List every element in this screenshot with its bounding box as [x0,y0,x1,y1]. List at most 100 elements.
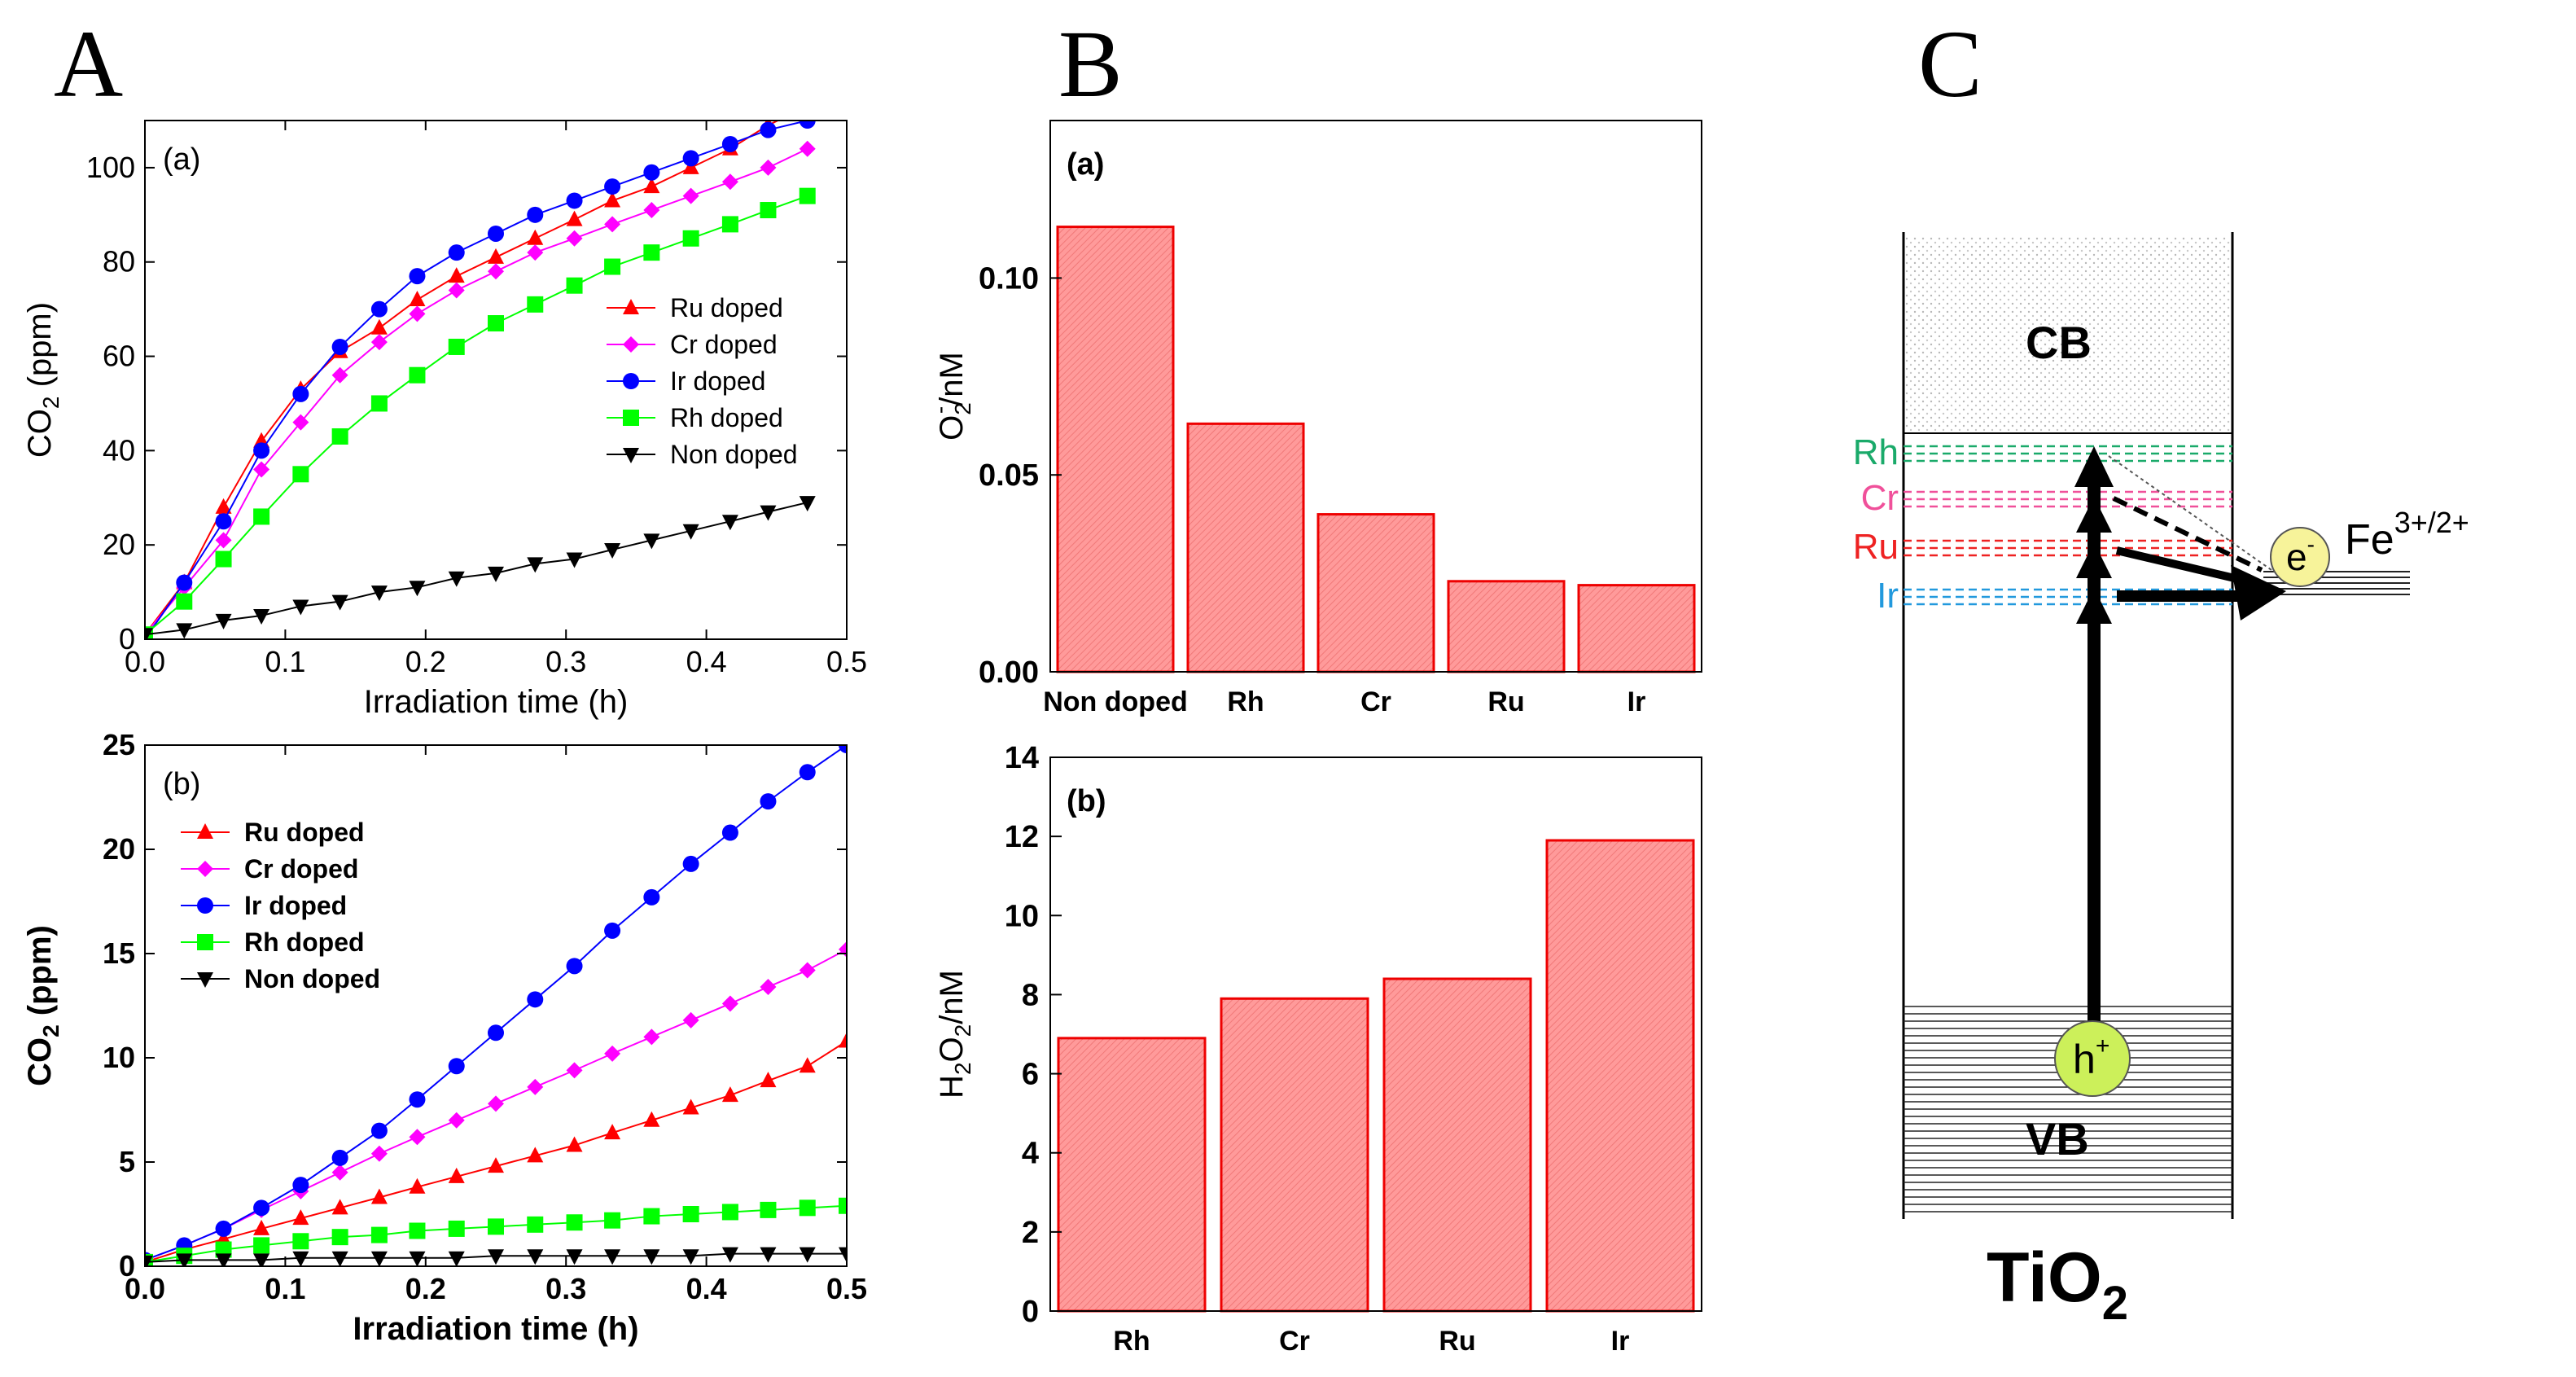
data-point-ru-doped [682,1099,699,1115]
data-point-ir-doped [527,991,544,1008]
data-point-cr-doped [370,1145,388,1162]
legend-label-cr-doped: Cr doped [670,330,778,359]
legend-marker-ir-doped [197,897,213,914]
data-point-non-doped [370,585,388,602]
bar-ir [1577,584,1696,673]
legend-label-ru-doped: Ru doped [670,293,783,322]
data-point-cr-doped [643,202,660,219]
arrowhead-2 [2076,497,2112,533]
data-point-ir-doped [721,824,738,841]
data-point-ru-doped [488,248,504,264]
data-point-cr-doped [488,263,504,280]
data-point-non-doped [145,1255,153,1266]
data-point-ir-doped [799,121,816,129]
data-point-ir-doped [566,958,583,975]
data-point-cr-doped [253,461,270,478]
category-label-rh: Rh [1113,1326,1150,1357]
plot-frame [144,120,848,640]
bar-ru [1382,977,1532,1313]
legend-label-non-doped: Non doped [244,964,380,993]
data-point-non-doped [839,1247,847,1263]
data-point-cr-doped [215,532,232,549]
plot-area [145,745,847,1266]
chart-panel-a-a: 0.0 0.1 0.2 0.3 0.4 0.5 0 20 40 60 80 100 Irradiatio… [22,98,867,720]
y-tick-label: 15 [103,936,135,970]
y-tick-label: 20 [103,832,135,866]
data-point-rh-doped [331,428,348,445]
band-diagram: Rh Cr Ru Ir e- h+ Fe3+/2+ CB VB TiO2 [1853,232,2469,1330]
x-tick-label: 0.3 [545,645,586,678]
data-point-rh-doped [215,550,232,568]
data-point-non-doped [643,1249,660,1265]
y-tick-label: 0.05 [979,458,1039,493]
data-point-ir-doped [682,150,699,167]
level-label-ir: Ir [1877,576,1899,616]
data-point-cr-doped [604,1045,621,1062]
data-point-cr-doped [721,995,738,1012]
y-tick-label: 4 [1022,1137,1039,1171]
data-point-non-doped [760,505,777,521]
data-point-cr-doped [370,334,388,351]
data-point-cr-doped [331,366,348,384]
data-point-rh-doped [253,508,270,525]
vb-label: VB [2026,1113,2089,1164]
legend-marker-cr-doped [197,861,213,877]
y-axis-label: CO2 (ppm) [22,925,64,1086]
data-point-rh-doped [604,1212,621,1229]
arrowhead-3 [2076,542,2112,578]
data-point-ru-doped [566,210,583,226]
data-point-ru-doped [253,1219,270,1235]
legend-marker-cr-doped [623,336,639,353]
legend-label-rh-doped: Rh doped [244,928,365,957]
y-tick-label: 0.10 [979,261,1039,296]
y-tick-label: 0.00 [979,656,1039,690]
panel-tag: (b) [163,767,200,801]
data-point-ru-doped [800,98,816,113]
data-point-rh-doped [760,1201,777,1218]
y-tick-label: 8 [1022,978,1039,1012]
data-point-cr-doped [409,1129,426,1146]
data-point-ir-doped [488,225,504,242]
transfer-arrowhead [2231,565,2286,621]
bar-non-doped [1056,226,1175,673]
data-point-ir-doped [253,442,270,459]
legend-marker-ru-doped [623,299,639,314]
data-point-non-doped [682,1249,699,1265]
data-point-non-doped [176,1253,193,1266]
data-point-ir-doped [566,192,583,209]
data-point-ir-doped [643,164,660,181]
data-point-rh-doped [527,296,544,313]
data-point-ir-doped [448,244,465,261]
legend-label-ru-doped: Ru doped [244,818,365,847]
panel-letter-c: C [1918,11,1982,117]
arrowhead-top [2074,446,2114,487]
category-label-rh: Rh [1227,686,1264,717]
level-label-ru: Ru [1853,527,1899,567]
data-point-rh-doped [760,202,777,219]
fe-label: Fe3+/2+ [2345,506,2469,564]
data-point-non-doped [409,581,426,597]
data-point-ir-doped [215,513,232,530]
data-point-ir-doped [331,1149,348,1166]
legend-marker-ru-doped [197,823,213,839]
data-point-ru-doped [721,1086,738,1103]
y-tick-label: 6 [1022,1058,1039,1092]
arrowhead-4 [2076,588,2112,624]
data-point-cr-doped [566,230,583,247]
bar-rh [1057,1037,1207,1313]
data-point-cr-doped [721,173,738,191]
data-point-ru-doped [448,1167,465,1183]
data-point-cr-doped [292,414,309,431]
data-point-cr-doped [409,305,426,322]
data-point-ir-doped [215,1220,232,1237]
data-point-ir-doped [527,206,544,223]
data-point-ru-doped [604,1124,621,1140]
data-point-ir-doped [370,300,388,318]
data-point-cr-doped [331,1164,348,1181]
legend-label-ir-doped: Ir doped [244,891,347,920]
data-point-rh-doped [721,1204,738,1221]
electron-circle [2270,527,2330,587]
material-label: TiO2 [1987,1239,2128,1330]
category-label-ir: Ir [1611,1326,1630,1357]
x-tick-label: 0.4 [686,1272,727,1305]
